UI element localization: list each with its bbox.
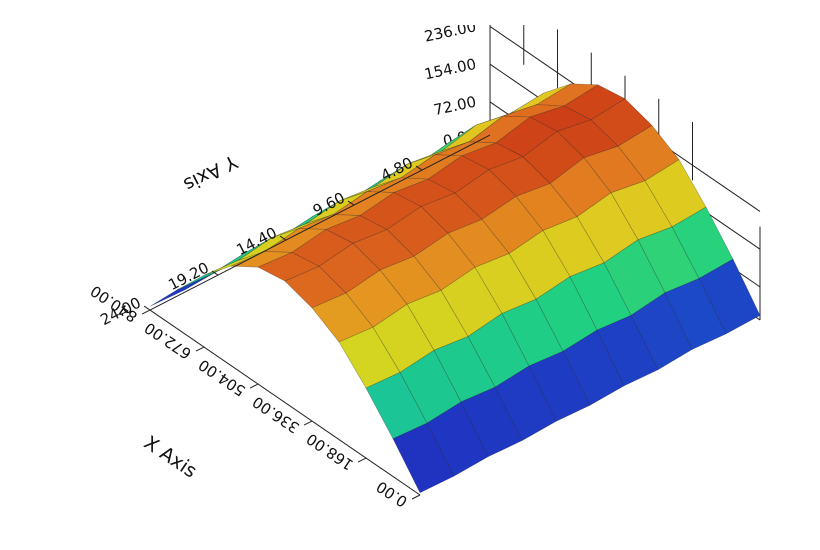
x-tick-label: 336.00 <box>249 393 303 437</box>
plot-area: 0.0072.00154.00236.000.00168.00336.00504… <box>87 17 761 511</box>
y-axis-title: Y Axis <box>180 150 242 196</box>
x-tick-label: 168.00 <box>303 430 357 474</box>
y-tick <box>211 270 219 276</box>
y-axis <box>149 134 491 311</box>
x-tick-label: 672.00 <box>141 319 195 363</box>
surface-patch <box>311 292 374 343</box>
x-tick-label: 0.00 <box>373 477 411 511</box>
z-tick-label: 72.00 <box>432 93 478 120</box>
z-tick-label: 236.00 <box>423 17 478 46</box>
y-tick-label: 19.20 <box>165 259 211 295</box>
y-tick <box>279 235 287 241</box>
z-tick-label: 154.00 <box>423 55 478 84</box>
x-tick <box>303 420 313 426</box>
x-tick-label: 504.00 <box>195 356 249 400</box>
x-tick <box>195 346 205 352</box>
surface-patch <box>365 372 428 440</box>
surface-patch <box>257 252 320 282</box>
y-tick <box>415 165 423 171</box>
x-axis-title: X Axis <box>140 432 201 483</box>
surface-patch <box>338 326 401 389</box>
x-tick <box>141 309 151 315</box>
x-tick <box>249 383 259 389</box>
y-tick <box>143 305 151 311</box>
x-tick <box>357 457 367 463</box>
surface-patch <box>392 422 455 494</box>
x-axis <box>149 309 421 496</box>
surface-patch <box>230 251 293 268</box>
y-tick <box>347 200 355 206</box>
x-tick <box>411 494 421 500</box>
